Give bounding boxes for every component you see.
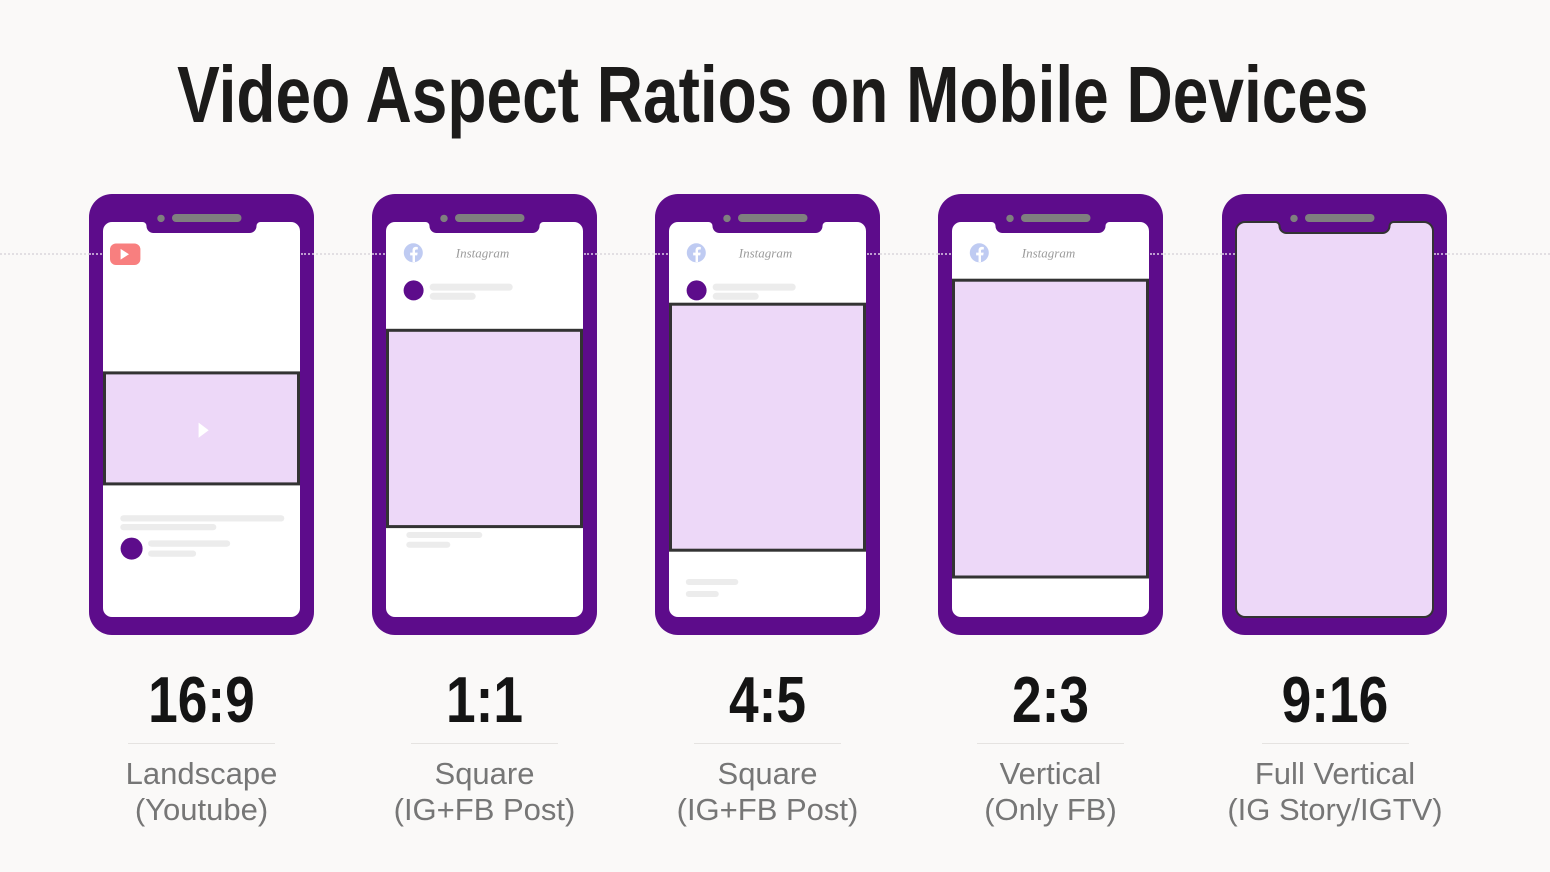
svg-text:Instagram: Instagram <box>455 246 509 261</box>
svg-text:Instagram: Instagram <box>1021 246 1075 261</box>
svg-text:Instagram: Instagram <box>738 246 792 261</box>
